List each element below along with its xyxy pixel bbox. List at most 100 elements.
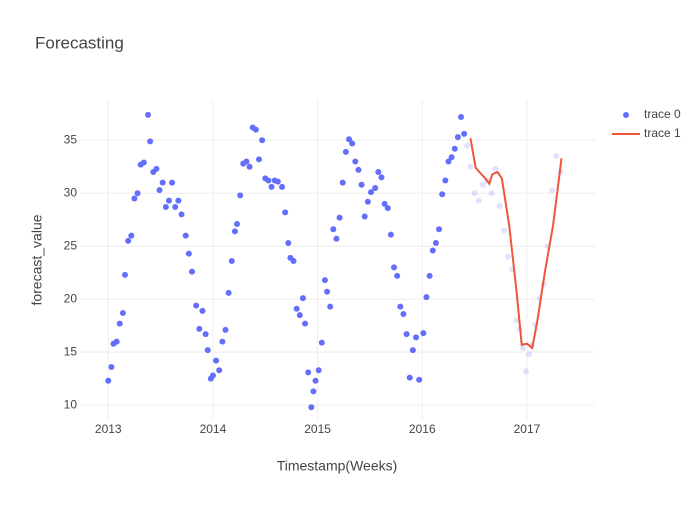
x-axis-title: Timestamp(Weeks) xyxy=(277,458,398,474)
point xyxy=(222,326,229,333)
point xyxy=(119,309,126,316)
point xyxy=(113,338,120,345)
point xyxy=(513,317,520,324)
point xyxy=(387,231,394,238)
point xyxy=(318,339,325,346)
point xyxy=(413,334,420,341)
point xyxy=(156,187,163,194)
point xyxy=(378,174,385,181)
point xyxy=(426,272,433,279)
point xyxy=(327,303,334,310)
point xyxy=(553,153,560,160)
point xyxy=(381,200,388,207)
point xyxy=(420,330,427,337)
point xyxy=(169,179,176,186)
point xyxy=(436,226,443,233)
point xyxy=(308,404,315,411)
legend-label: trace 0 xyxy=(644,107,681,121)
point xyxy=(209,372,216,379)
point xyxy=(454,134,461,141)
point xyxy=(108,364,115,371)
y-tick-label: 20 xyxy=(64,291,78,305)
point xyxy=(105,377,112,384)
point xyxy=(243,158,250,165)
point xyxy=(255,156,262,163)
legend-label: trace 1 xyxy=(644,126,681,140)
point xyxy=(234,220,241,227)
point xyxy=(367,189,374,196)
point xyxy=(492,165,499,172)
point xyxy=(310,388,317,395)
point xyxy=(423,294,430,301)
point xyxy=(519,344,526,351)
x-tick-label: 2015 xyxy=(304,422,331,436)
point xyxy=(330,226,337,233)
point xyxy=(116,320,123,327)
point xyxy=(409,347,416,354)
point xyxy=(312,377,319,384)
y-tick-label: 15 xyxy=(64,344,78,358)
point xyxy=(372,184,379,191)
point xyxy=(182,232,189,239)
point xyxy=(358,181,365,188)
point xyxy=(125,237,132,244)
point xyxy=(471,190,478,197)
point xyxy=(364,198,371,205)
point xyxy=(268,183,275,190)
y-tick-label: 10 xyxy=(64,397,78,411)
point xyxy=(346,136,353,143)
point xyxy=(147,138,154,145)
legend-swatch xyxy=(623,112,629,118)
point xyxy=(397,303,404,310)
point xyxy=(246,163,253,170)
point xyxy=(336,214,343,221)
point xyxy=(315,367,322,374)
point xyxy=(406,374,413,381)
point xyxy=(231,228,238,235)
point xyxy=(290,258,297,265)
point xyxy=(500,227,507,234)
y-axis-title: forecast_value xyxy=(29,214,45,305)
point xyxy=(342,148,349,155)
point xyxy=(225,289,232,296)
point xyxy=(429,247,436,254)
point xyxy=(145,111,152,118)
point xyxy=(202,331,209,338)
point xyxy=(122,271,129,278)
point xyxy=(196,325,203,332)
point xyxy=(479,181,486,188)
y-tick-label: 35 xyxy=(64,132,78,146)
point xyxy=(355,166,362,173)
point xyxy=(252,126,259,133)
point xyxy=(259,137,266,144)
point xyxy=(172,204,179,211)
point xyxy=(178,211,185,218)
y-tick-label: 25 xyxy=(64,238,78,252)
point xyxy=(526,351,533,358)
point xyxy=(216,367,223,374)
point xyxy=(432,240,439,247)
x-tick-label: 2014 xyxy=(200,422,227,436)
point xyxy=(324,288,331,295)
point xyxy=(361,213,368,220)
point xyxy=(293,305,300,312)
point xyxy=(159,179,166,186)
y-tick-label: 30 xyxy=(64,185,78,199)
point xyxy=(448,154,455,161)
point xyxy=(228,258,235,265)
point xyxy=(403,331,410,338)
x-tick-label: 2016 xyxy=(409,422,436,436)
point xyxy=(461,130,468,137)
point xyxy=(549,187,556,194)
point xyxy=(140,159,147,166)
point xyxy=(199,307,206,314)
x-tick-label: 2013 xyxy=(95,422,122,436)
point xyxy=(237,192,244,199)
point xyxy=(189,268,196,275)
point xyxy=(458,113,465,120)
point xyxy=(416,376,423,383)
point xyxy=(131,195,138,202)
point xyxy=(204,347,211,354)
point xyxy=(467,163,474,170)
point xyxy=(488,190,495,197)
